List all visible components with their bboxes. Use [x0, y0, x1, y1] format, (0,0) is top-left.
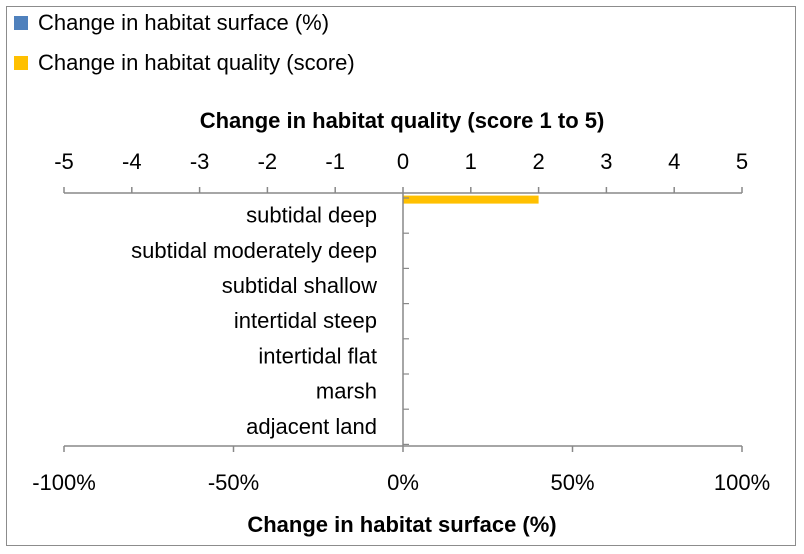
- top-tick-label-4: -1: [325, 149, 345, 174]
- bars: [403, 195, 539, 204]
- top-tick-label-0: -5: [54, 149, 74, 174]
- legend-label-0: Change in habitat surface (%): [38, 10, 329, 35]
- top-tick-label-8: 3: [600, 149, 612, 174]
- bottom-axis-title: Change in habitat surface (%): [247, 512, 556, 537]
- top-tick-label-1: -4: [122, 149, 142, 174]
- top-tick-label-7: 2: [532, 149, 544, 174]
- category-label-6: adjacent land: [246, 414, 377, 439]
- category-axis: [402, 193, 409, 446]
- category-labels: subtidal deep subtidal moderately deep sub…: [131, 203, 377, 439]
- category-label-3: intertidal steep: [234, 308, 377, 333]
- bottom-axis: -100% -50% 0% 50% 100%: [32, 445, 770, 495]
- top-axis: -5 -4 -3 -2 -1 0 1 2 3 4 5: [54, 149, 748, 194]
- category-label-2: subtidal shallow: [222, 273, 377, 298]
- top-tick-label-2: -3: [190, 149, 210, 174]
- chart-frame: [6, 6, 796, 546]
- category-label-0: subtidal deep: [246, 203, 377, 228]
- bottom-tick-label-2: 0%: [387, 470, 419, 495]
- legend-label-1: Change in habitat quality (score): [38, 50, 355, 75]
- legend: Change in habitat surface (%) Change in h…: [14, 10, 355, 75]
- top-tick-label-6: 1: [465, 149, 477, 174]
- category-label-5: marsh: [316, 379, 377, 404]
- top-tick-label-10: 5: [736, 149, 748, 174]
- category-label-4: intertidal flat: [258, 343, 377, 368]
- top-tick-label-5: 0: [397, 149, 409, 174]
- bar-1-0: [403, 195, 539, 204]
- bottom-tick-label-3: 50%: [550, 470, 594, 495]
- legend-swatch-0: [14, 16, 28, 30]
- bottom-tick-label-4: 100%: [714, 470, 770, 495]
- bottom-tick-label-1: -50%: [208, 470, 259, 495]
- top-tick-label-9: 4: [668, 149, 680, 174]
- category-label-1: subtidal moderately deep: [131, 238, 377, 263]
- legend-swatch-1: [14, 56, 28, 70]
- top-tick-label-3: -2: [258, 149, 278, 174]
- bottom-tick-label-0: -100%: [32, 470, 96, 495]
- top-axis-title: Change in habitat quality (score 1 to 5): [200, 108, 605, 133]
